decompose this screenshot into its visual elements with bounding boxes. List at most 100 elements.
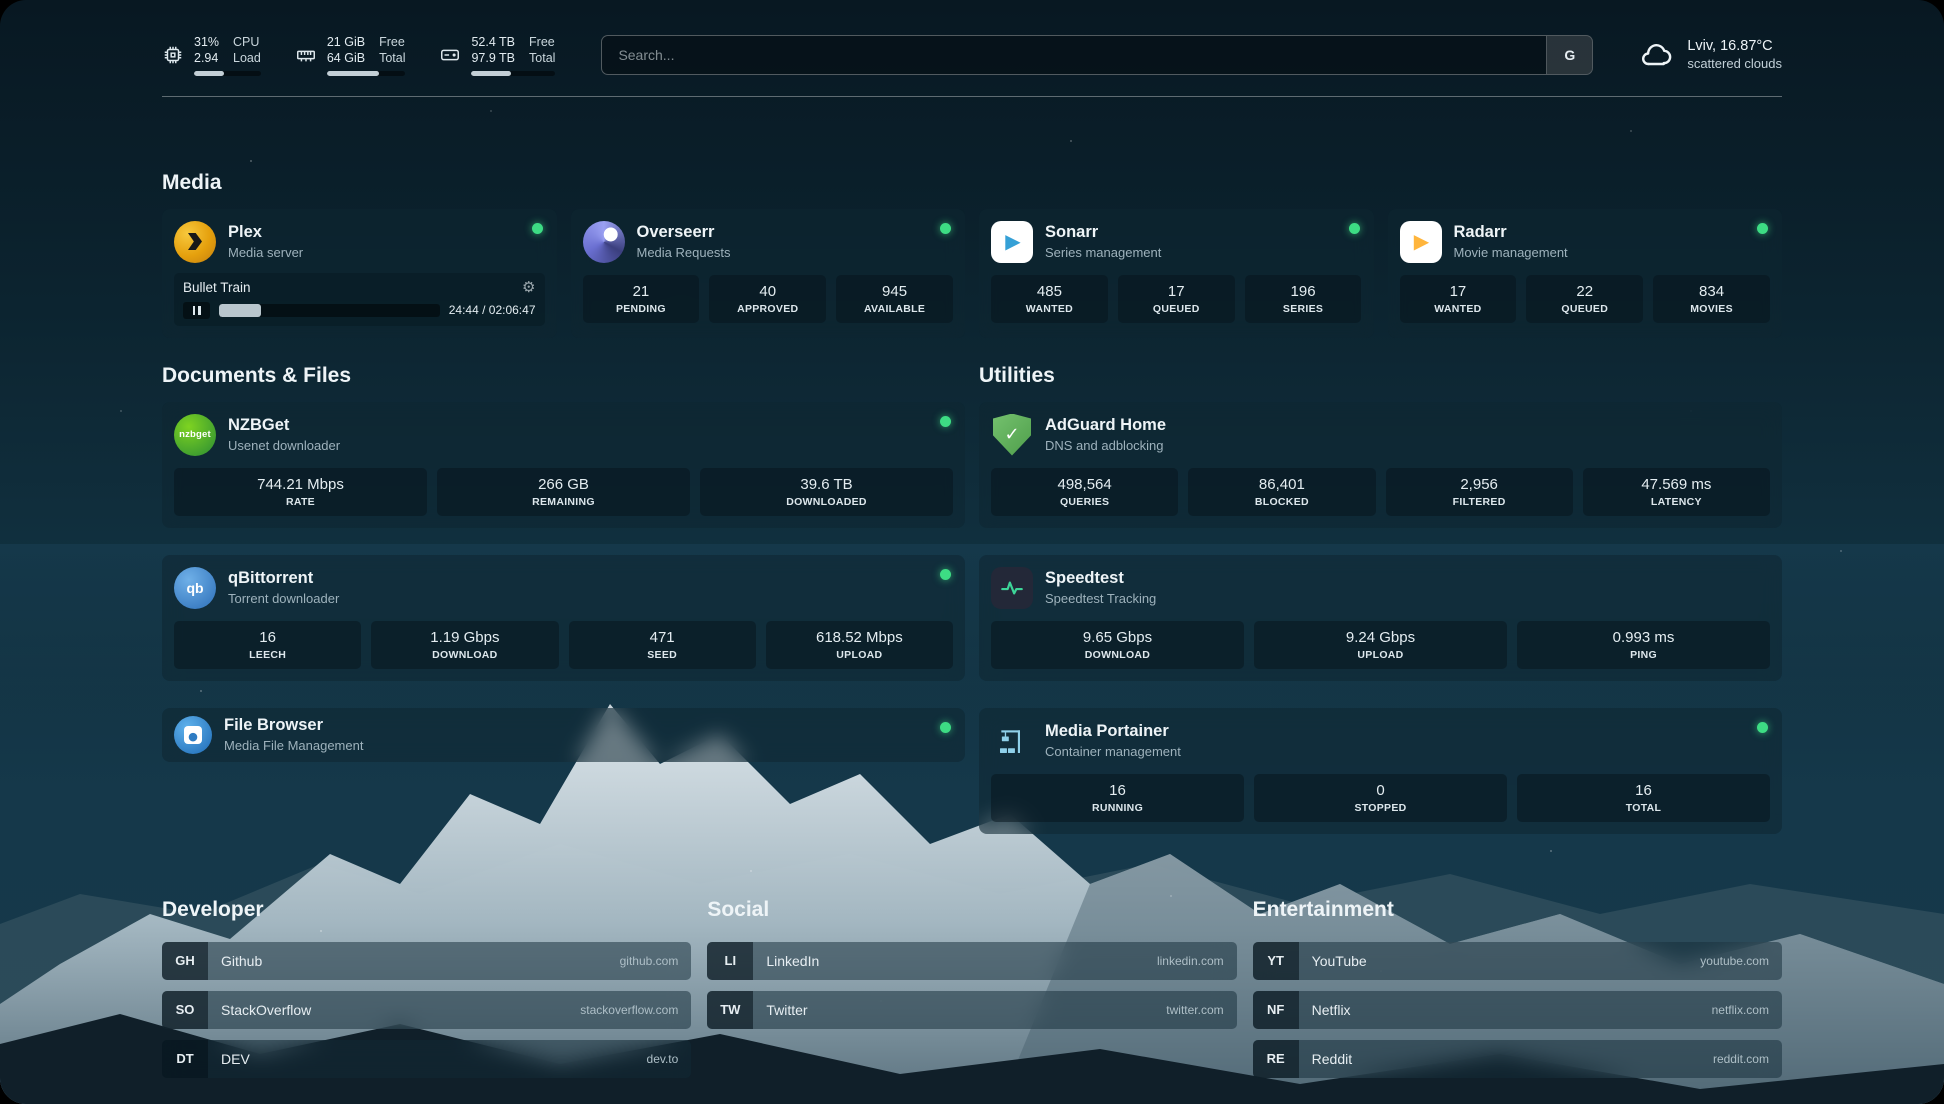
sonarr-icon: ▶ [991, 220, 1033, 263]
bookmark-linkedin[interactable]: LI LinkedIn linkedin.com [707, 941, 1237, 980]
disk-free-value: 52.4 TB [471, 35, 516, 49]
bookmark-name: Github [221, 952, 263, 969]
bookmark-twitter[interactable]: TW Twitter twitter.com [707, 990, 1237, 1029]
playback-progress-bar[interactable] [219, 303, 440, 317]
portainer-icon [991, 720, 1033, 762]
service-name: Overseerr [636, 223, 715, 242]
playback-time: 24:44 / 02:06:47 [448, 303, 536, 317]
cpu-usage-label: CPU [233, 35, 260, 49]
radarr-icon: ▶ [1399, 220, 1442, 263]
service-card-qbittorrent[interactable]: qb qBittorrent Torrent downloader 16 LEE… [162, 554, 965, 681]
bookmark-reddit[interactable]: RE Reddit reddit.com [1252, 1039, 1782, 1078]
bookmark-abbr: DT [162, 1039, 208, 1078]
stat-box: 40 APPROVED [709, 274, 827, 323]
weather-widget: Lviv, 16.87°C scattered clouds [1639, 37, 1782, 73]
bookmark-abbr: YT [1252, 941, 1299, 980]
bookmark-url: youtube.com [1700, 953, 1769, 968]
status-dot [1757, 222, 1768, 234]
bookmark-abbr: TW [707, 990, 754, 1029]
stat-box: 0 STOPPED [1254, 773, 1507, 822]
service-card-nzbget[interactable]: nzbget NZBGet Usenet downloader 744.21 M… [162, 401, 965, 528]
bookmark-github[interactable]: GH Github github.com [162, 941, 692, 980]
service-desc: Usenet downloader [228, 437, 341, 453]
stat-box: 16 RUNNING [991, 773, 1244, 822]
topbar-divider [162, 95, 1782, 97]
stat-box: 945 AVAILABLE [836, 274, 953, 323]
bookmark-url: reddit.com [1712, 1051, 1769, 1066]
service-name: qBittorrent [228, 569, 314, 588]
memory-free-label: Free [379, 35, 405, 49]
overseerr-icon [582, 220, 625, 263]
bookmark-abbr: GH [162, 941, 208, 980]
disk-widget: 52.4 TB Free 97.9 TB Total [439, 34, 556, 76]
bookmark-stackoverflow[interactable]: SO StackOverflow stackoverflow.com [162, 990, 692, 1029]
bookmark-url: twitter.com [1166, 1002, 1224, 1017]
adguard-icon: ✓ [991, 413, 1033, 456]
service-desc: Container management [1045, 743, 1181, 759]
service-desc: Movie management [1453, 244, 1568, 260]
bookmark-youtube[interactable]: YT YouTube youtube.com [1252, 941, 1782, 980]
cpu-widget: 31% CPU 2.94 Load [162, 34, 261, 76]
bookmark-dev[interactable]: DT DEV dev.to [162, 1039, 692, 1078]
stat-box: 47.569 ms LATENCY [1582, 467, 1770, 516]
disk-total-value: 97.9 TB [471, 51, 516, 66]
service-name: File Browser [224, 716, 324, 735]
section-heading-developer: Developer [162, 897, 264, 921]
service-card-sonarr[interactable]: ▶ Sonarr Series management 485 WANTED 17 [979, 208, 1374, 338]
memory-widget: 21 GiB Free 64 GiB Total [295, 34, 406, 76]
service-card-filebrowser[interactable]: File Browser Media File Management [162, 707, 965, 762]
bookmark-name: YouTube [1311, 952, 1367, 969]
filebrowser-icon [174, 715, 212, 754]
service-card-radarr[interactable]: ▶ Radarr Movie management 17 WANTED 22 [1387, 208, 1782, 338]
bookmark-name: StackOverflow [221, 1001, 312, 1018]
stat-box: 16 LEECH [174, 620, 362, 669]
service-name: Media Portainer [1045, 722, 1169, 741]
stat-box: 0.993 ms PING [1517, 620, 1770, 669]
status-dot [940, 222, 951, 234]
section-heading-utilities: Utilities [979, 363, 1055, 387]
stat-box: 266 GB REMAINING [437, 467, 690, 516]
service-card-plex[interactable]: Plex Media server Bullet Train ⚙ [162, 208, 557, 338]
bookmark-netflix[interactable]: NF Netflix netflix.com [1252, 990, 1782, 1029]
cpu-progress-bar [194, 70, 261, 76]
plex-icon [174, 220, 216, 263]
service-card-overseerr[interactable]: Overseerr Media Requests 21 PENDING 40 A… [570, 208, 965, 338]
memory-total-label: Total [379, 51, 406, 66]
gear-icon[interactable]: ⚙ [522, 278, 536, 296]
service-desc: Torrent downloader [228, 590, 340, 606]
service-desc: DNS and adblocking [1045, 437, 1164, 453]
qbittorrent-icon: qb [174, 566, 216, 609]
service-card-speedtest[interactable]: Speedtest Speedtest Tracking 9.65 Gbps D… [979, 554, 1782, 681]
stat-box: 9.24 Gbps UPLOAD [1254, 620, 1507, 669]
service-card-adguard[interactable]: ✓ AdGuard Home DNS and adblocking 498,56… [979, 401, 1782, 528]
bookmark-url: dev.to [646, 1051, 679, 1066]
system-stats: 31% CPU 2.94 Load 21 G [162, 34, 556, 76]
cpu-load-label: Load [233, 51, 261, 66]
stat-box: 196 SERIES [1244, 274, 1362, 323]
service-name: Radarr [1453, 223, 1507, 242]
service-desc: Media File Management [224, 737, 364, 753]
search-provider-button[interactable]: G [1546, 35, 1593, 74]
section-heading-entertainment: Entertainment [1252, 897, 1394, 921]
stat-box: 2,956 FILTERED [1385, 467, 1573, 516]
bookmark-url: netflix.com [1711, 1002, 1769, 1017]
service-card-portainer[interactable]: Media Portainer Container management 16 … [979, 707, 1782, 834]
cpu-usage-value: 31% [194, 35, 220, 49]
now-playing-title: Bullet Train [183, 279, 251, 295]
service-name: Speedtest [1045, 569, 1124, 588]
cloud-icon [1642, 43, 1672, 65]
search-input[interactable] [602, 35, 1547, 74]
memory-progress-bar [326, 70, 406, 76]
stat-box: 17 QUEUED [1117, 274, 1235, 323]
disk-free-label: Free [529, 35, 555, 49]
stat-box: 744.21 Mbps RATE [174, 467, 427, 516]
bookmark-name: Reddit [1311, 1050, 1353, 1067]
stat-box: 485 WANTED [991, 274, 1108, 323]
bookmark-abbr: SO [162, 990, 208, 1029]
pause-button[interactable] [183, 301, 210, 319]
stat-box: 17 WANTED [1399, 274, 1517, 323]
bookmark-abbr: LI [707, 941, 754, 980]
disk-progress-bar [471, 70, 556, 76]
cpu-icon [164, 46, 182, 63]
